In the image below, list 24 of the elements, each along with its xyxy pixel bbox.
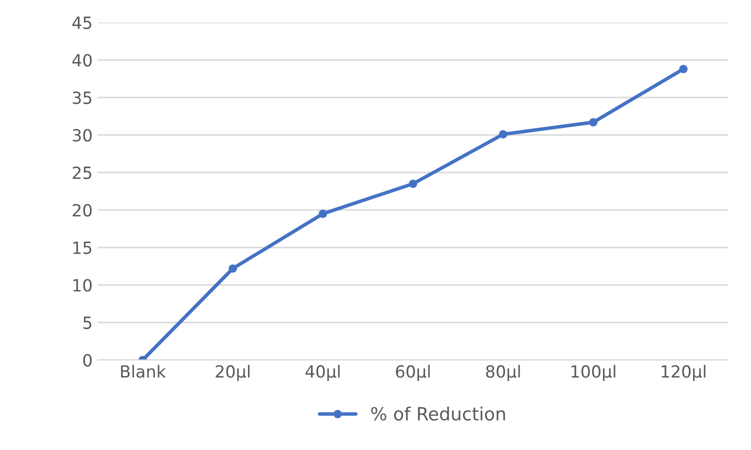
y-tick-label: 20 <box>72 204 92 217</box>
point <box>679 64 688 74</box>
x-tick-label: 20µl <box>216 364 250 381</box>
y-tick-label: 40 <box>72 54 92 67</box>
y-tick-label: 15 <box>73 242 92 254</box>
y-tick-label: 45 <box>72 16 92 30</box>
x-tick-label: 80µl <box>486 364 520 381</box>
x-tick-label: 60µl <box>396 364 430 381</box>
y-tick-label: 5 <box>83 316 92 330</box>
y-tick-label: 30 <box>72 128 92 142</box>
y-tick-label: 25 <box>72 166 92 180</box>
x-tick-label: 100µl <box>572 364 616 381</box>
x-tick-label: 120µl <box>662 364 706 381</box>
point <box>408 180 418 188</box>
point <box>228 264 237 273</box>
legend-label: % of Reduction <box>371 406 505 421</box>
y-tick-label: 0 <box>83 354 92 367</box>
y-tick-label: 10 <box>73 278 92 292</box>
x-tick-label: Blank <box>121 364 166 378</box>
point <box>318 210 328 218</box>
y-tick-label: 35 <box>72 91 92 104</box>
x-tick-label: 40µl <box>306 364 340 381</box>
point <box>589 118 598 126</box>
point <box>499 130 508 138</box>
